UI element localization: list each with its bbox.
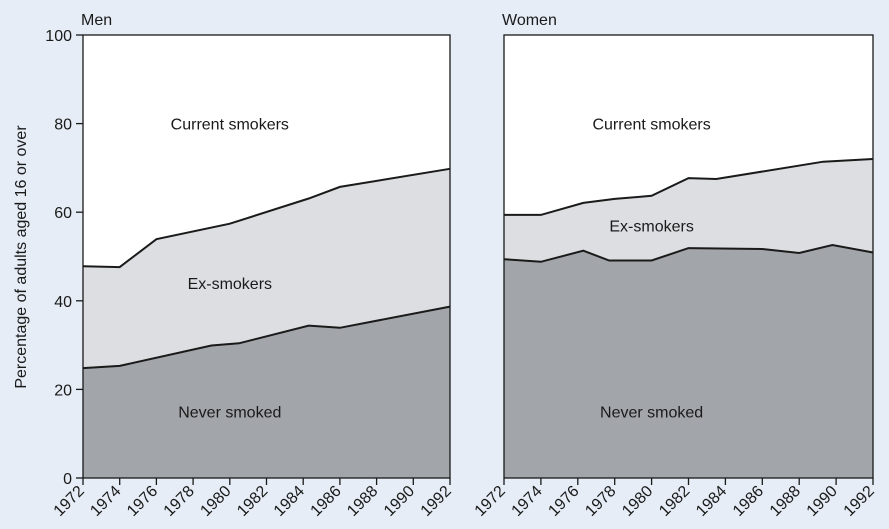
current-smokers-label: Current smokers <box>171 117 289 134</box>
ex-smokers-upper-line <box>504 158 874 216</box>
y-tick-label: 20 <box>54 382 72 399</box>
x-tick-label: 1972 <box>51 483 88 520</box>
x-tick-label: 1992 <box>841 483 878 520</box>
x-tick-label: 1978 <box>582 483 619 520</box>
x-tick-label: 1990 <box>381 483 418 520</box>
never-smoked-upper-line <box>82 305 451 370</box>
x-tick-label: 1984 <box>271 483 308 520</box>
x-tick-label: 1974 <box>509 483 546 520</box>
panel-women: Women Current smokers Ex-smokers Never smok… <box>472 12 878 520</box>
ex-smokers-area <box>83 168 450 369</box>
x-tick-label: 1978 <box>161 483 198 520</box>
ex-smokers-label: Ex-smokers <box>188 276 272 293</box>
x-tick-label: 1980 <box>197 483 234 520</box>
x-tick-label: 1986 <box>730 483 767 520</box>
y-tick-label: 40 <box>54 294 72 311</box>
current-smokers-label: Current smokers <box>592 117 710 134</box>
y-tick-label: 0 <box>63 471 72 488</box>
x-tick-label: 1974 <box>87 483 124 520</box>
x-tick-label: 1976 <box>124 483 161 520</box>
ex-smokers-area <box>504 159 873 262</box>
never-smoked-label: Never smoked <box>178 405 281 422</box>
panels: Men Current smokers Ex-smokers Never smoked… <box>45 12 878 520</box>
x-tick-label: 1984 <box>693 483 730 520</box>
ex-smokers-label: Ex-smokers <box>609 218 693 235</box>
x-tick-label: 1972 <box>472 483 509 520</box>
never-smoked-area <box>504 245 873 478</box>
x-tick-label: 1982 <box>234 483 271 520</box>
panel-title: Women <box>502 12 557 29</box>
x-tick-label: 1976 <box>545 483 582 520</box>
panel-men: Men Current smokers Ex-smokers Never smoked… <box>45 12 455 520</box>
x-tick-label: 1992 <box>418 483 455 520</box>
x-tick-label: 1988 <box>344 483 381 520</box>
y-tick-label: 80 <box>54 117 72 134</box>
y-axis-label: Percentage of adults aged 16 or over <box>13 125 30 389</box>
x-tick-label: 1988 <box>767 483 804 520</box>
x-tick-label: 1990 <box>804 483 841 520</box>
x-tick-label: 1982 <box>656 483 693 520</box>
never-smoked-area <box>83 306 450 478</box>
x-tick-label: 1986 <box>308 483 345 520</box>
y-tick-label: 60 <box>54 205 72 222</box>
ex-smokers-upper-line <box>82 167 451 269</box>
never-smoked-upper-line <box>503 243 874 263</box>
panel-title: Men <box>81 12 112 29</box>
x-tick-label: 1980 <box>619 483 656 520</box>
y-tick-label: 100 <box>45 28 72 45</box>
never-smoked-label: Never smoked <box>600 405 703 422</box>
